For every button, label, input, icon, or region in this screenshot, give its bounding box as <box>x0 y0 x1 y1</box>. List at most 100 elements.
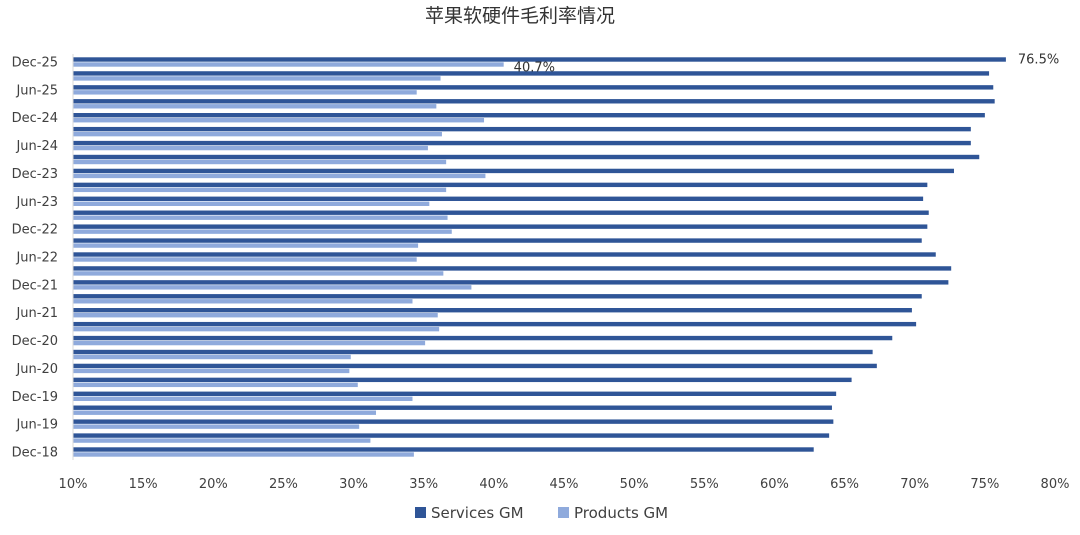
y-tick-label: Dec-18 <box>12 446 58 461</box>
bar-products-jun-19 <box>73 424 360 429</box>
legend-label-products[interactable]: Products GM <box>574 504 668 522</box>
bar-services-dec-19 <box>73 391 837 396</box>
x-tick-label: 55% <box>690 477 719 492</box>
bar-services-dec-18 <box>73 447 814 452</box>
y-tick-label: Dec-19 <box>12 390 58 405</box>
bar-products-dec-19 <box>73 396 413 401</box>
data-label-services: 76.5% <box>1018 53 1059 68</box>
legend-swatch-services <box>415 507 426 518</box>
bar-services-sep-23 <box>73 182 928 188</box>
y-tick-label: Dec-23 <box>12 167 58 182</box>
bar-products-sep-23 <box>73 187 447 193</box>
y-tick-label: Jun-24 <box>15 139 58 154</box>
bar-services-dec-22 <box>73 224 928 229</box>
bar-services-mar-23 <box>73 210 929 215</box>
y-tick-label: Dec-20 <box>12 334 58 349</box>
bar-services-sep-24 <box>73 126 971 132</box>
bar-products-sep-25 <box>73 76 441 81</box>
bar-services-sep-25 <box>73 71 990 76</box>
x-tick-label: 20% <box>199 477 228 492</box>
x-tick-label: 65% <box>830 477 859 492</box>
bar-products-mar-24 <box>73 159 447 165</box>
bar-products-dec-22 <box>73 229 452 234</box>
bar-services-jun-20 <box>73 363 877 369</box>
bar-services-jun-25 <box>73 85 994 90</box>
bar-products-sep-22 <box>73 243 419 248</box>
bar-services-sep-21 <box>73 294 922 299</box>
y-tick-label: Dec-24 <box>12 111 58 126</box>
bar-products-mar-25 <box>73 104 437 109</box>
x-tick-label: 30% <box>339 477 368 492</box>
y-tick-label: Dec-25 <box>12 56 58 71</box>
bar-products-sep-21 <box>73 299 413 304</box>
bar-products-dec-25 <box>73 62 504 67</box>
bar-products-dec-21 <box>73 285 472 290</box>
bar-services-sep-22 <box>73 238 922 243</box>
bar-services-dec-23 <box>73 168 954 174</box>
legend[interactable]: Services GM Products GM <box>415 504 668 522</box>
y-tick-label: Jun-20 <box>15 362 58 377</box>
bar-services-jun-19 <box>73 419 834 424</box>
bar-products-jun-23 <box>73 201 430 206</box>
bar-products-dec-23 <box>73 173 486 179</box>
bar-products-dec-24 <box>73 118 485 123</box>
data-labels: 76.5% 40.7% <box>514 53 1060 76</box>
bar-services-dec-24 <box>73 113 985 118</box>
legend-swatch-products <box>558 507 569 518</box>
x-tick-label: 80% <box>1041 477 1070 492</box>
data-label-products: 40.7% <box>514 61 555 76</box>
bar-products-jun-22 <box>73 257 417 262</box>
x-tick-label: 75% <box>970 477 999 492</box>
x-tick-label: 60% <box>760 477 789 492</box>
x-axis: 10% 15% 20% 25% 30% 35% 40% 45% 50% 55% 60% 65% 70% 7… <box>59 477 1070 492</box>
bar-products-jun-20 <box>73 368 350 374</box>
x-tick-label: 35% <box>409 477 438 492</box>
y-tick-label: Jun-21 <box>15 306 58 321</box>
bar-products-mar-22 <box>73 271 444 276</box>
bar-products-dec-20 <box>73 340 426 346</box>
legend-label-services[interactable]: Services GM <box>431 504 524 522</box>
bar-products-sep-19 <box>73 410 377 415</box>
y-axis: Dec-18 Jun-19 Dec-19 Jun-20 Dec-20 Jun-21 Dec-… <box>12 54 74 461</box>
bar-services-sep-19 <box>73 405 832 410</box>
bar-products-sep-20 <box>73 354 351 360</box>
bar-services-mar-20 <box>73 377 852 383</box>
bar-services-jun-23 <box>73 196 924 201</box>
bar-services-dec-20 <box>73 335 893 341</box>
bar-products-mar-20 <box>73 382 358 388</box>
bar-products-jun-25 <box>73 90 417 95</box>
bar-services-mar-21 <box>73 321 917 327</box>
bar-services-sep-20 <box>73 349 873 355</box>
bars-layer <box>73 57 1006 457</box>
bar-products-mar-19 <box>73 438 371 443</box>
bar-services-dec-21 <box>73 280 949 285</box>
bar-services-jun-22 <box>73 252 936 257</box>
bar-services-mar-19 <box>73 433 830 438</box>
x-tick-label: 45% <box>550 477 579 492</box>
y-tick-label: Jun-19 <box>15 418 58 433</box>
bar-products-mar-23 <box>73 215 448 220</box>
bar-products-jun-24 <box>73 145 428 151</box>
y-tick-label: Dec-21 <box>12 278 58 293</box>
y-tick-label: Jun-23 <box>15 195 58 210</box>
chart-title: 苹果软硬件毛利率情况 <box>425 5 615 27</box>
bar-products-mar-21 <box>73 326 440 332</box>
bar-products-sep-24 <box>73 131 442 137</box>
bar-services-dec-25 <box>73 57 1006 62</box>
y-tick-label: Jun-25 <box>15 83 58 98</box>
bar-services-mar-22 <box>73 266 952 271</box>
x-tick-label: 40% <box>479 477 508 492</box>
bar-services-jun-24 <box>73 140 971 146</box>
bar-products-dec-18 <box>73 452 414 457</box>
y-tick-label: Jun-22 <box>15 251 58 266</box>
x-tick-label: 10% <box>59 477 88 492</box>
x-tick-label: 25% <box>269 477 298 492</box>
bar-services-mar-24 <box>73 154 980 160</box>
bar-services-jun-21 <box>73 308 912 313</box>
bar-services-mar-25 <box>73 99 995 104</box>
x-tick-label: 70% <box>900 477 929 492</box>
y-tick-label: Dec-22 <box>12 223 58 238</box>
x-tick-label: 15% <box>129 477 158 492</box>
